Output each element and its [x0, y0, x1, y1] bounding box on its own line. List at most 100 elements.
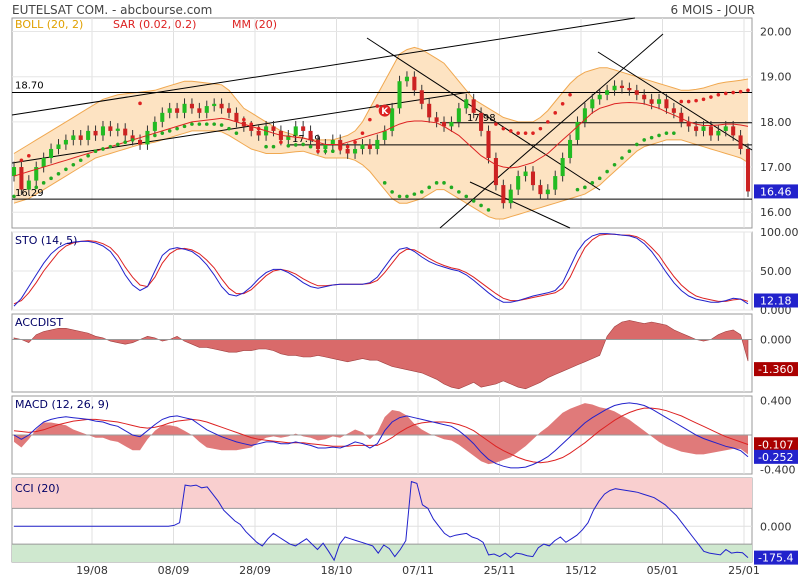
sar-point: [301, 142, 305, 147]
panel-title: MACD (12, 26, 9): [15, 398, 109, 411]
candle-body: [367, 144, 372, 149]
sar-point: [679, 99, 684, 104]
candle-body: [708, 126, 713, 136]
candle-body: [315, 139, 321, 149]
candle-body: [582, 108, 587, 122]
y-tick-label: 19.00: [760, 71, 792, 84]
trendline-channel-up: [439, 33, 664, 229]
candle-body: [167, 108, 172, 113]
candle-body: [493, 158, 498, 186]
sar-point: [642, 138, 647, 142]
macd-signal-line: [13, 407, 749, 464]
sar-point: [323, 149, 328, 154]
sar-point: [634, 142, 639, 147]
sar-point: [249, 122, 254, 126]
sar-point: [242, 117, 246, 122]
sar-point: [449, 185, 454, 190]
level-label: 17.49: [292, 134, 321, 145]
candle-body: [538, 185, 543, 195]
sar-point: [405, 194, 409, 199]
sar-point: [442, 181, 446, 185]
marker-k-icon: [378, 104, 391, 117]
candle-body: [508, 189, 513, 204]
sar-point: [709, 95, 713, 99]
y-tick-label: 50.00: [760, 265, 792, 278]
candle-body: [716, 130, 721, 136]
macd-line: [13, 402, 749, 469]
sar-point: [464, 194, 469, 199]
sar-point: [664, 131, 669, 135]
sar-point: [130, 138, 135, 142]
sar-point: [160, 131, 165, 135]
candle-body: [330, 139, 335, 145]
sar-point: [546, 120, 550, 124]
sar-point: [516, 131, 520, 135]
last-value-label: 12.18: [760, 294, 792, 307]
candle-body: [627, 88, 632, 91]
candle-body: [226, 108, 232, 113]
sar-point: [256, 126, 261, 131]
candle-body: [456, 108, 461, 122]
y-tick-label: 18.00: [760, 116, 792, 129]
sar-point: [457, 190, 461, 194]
sar-point: [101, 147, 105, 151]
candle-body: [649, 99, 654, 104]
candle-body: [71, 135, 76, 140]
candle-body: [516, 176, 521, 190]
sar-point: [175, 126, 179, 131]
chart-header-title: EUTELSAT COM. - abcbourse.com: [12, 3, 212, 17]
sar-point: [204, 122, 209, 126]
candle-body: [501, 185, 506, 204]
sto-k-line: [13, 233, 749, 307]
trendline-lower: [11, 91, 471, 164]
sar-point: [34, 185, 39, 190]
candle-body: [308, 130, 313, 140]
sar-point: [49, 176, 53, 181]
panel-title: STO (14, 5): [15, 234, 77, 247]
candle-body: [353, 148, 358, 154]
candle-body: [412, 76, 417, 91]
sar-point: [338, 147, 343, 151]
candle-body: [345, 148, 350, 154]
candle-body: [34, 167, 39, 181]
candle-body: [745, 148, 751, 192]
sar-point: [597, 176, 602, 181]
candle-body: [293, 126, 298, 136]
sar-point: [479, 203, 483, 208]
x-tick-label: 28/09: [239, 564, 271, 577]
candle-body: [612, 85, 617, 91]
sar-point: [471, 199, 476, 203]
y-tick-label: 0.400: [760, 394, 792, 407]
candle-body: [390, 108, 395, 131]
candle-body: [568, 139, 573, 158]
sar-point: [64, 167, 68, 172]
sar-point: [723, 91, 728, 96]
sar-point: [657, 133, 661, 138]
candle-body: [427, 103, 432, 118]
y-tick-label: 17.00: [760, 161, 792, 174]
candle-body: [731, 126, 736, 136]
candle-body: [701, 126, 706, 131]
candle-body: [397, 81, 402, 109]
sar-point: [286, 144, 291, 148]
candle-body: [434, 117, 439, 122]
sar-point: [293, 143, 298, 147]
candle-body: [212, 103, 217, 107]
y-tick-label: 20.00: [760, 26, 792, 39]
y-tick-label: 16.00: [760, 206, 792, 219]
sar-point: [27, 153, 31, 158]
sar-point: [746, 88, 750, 93]
candle-body: [375, 139, 380, 149]
sar-point: [605, 169, 609, 174]
sar-point: [234, 131, 239, 135]
candle-body: [530, 171, 536, 186]
candle-body: [256, 130, 261, 136]
candle-body: [479, 112, 484, 131]
candle-body: [41, 158, 46, 168]
last-value-label: 16.46: [760, 185, 792, 198]
candle-body: [249, 126, 254, 131]
sar-point: [56, 172, 61, 176]
sar-point: [382, 181, 387, 185]
candle-body: [464, 99, 469, 109]
